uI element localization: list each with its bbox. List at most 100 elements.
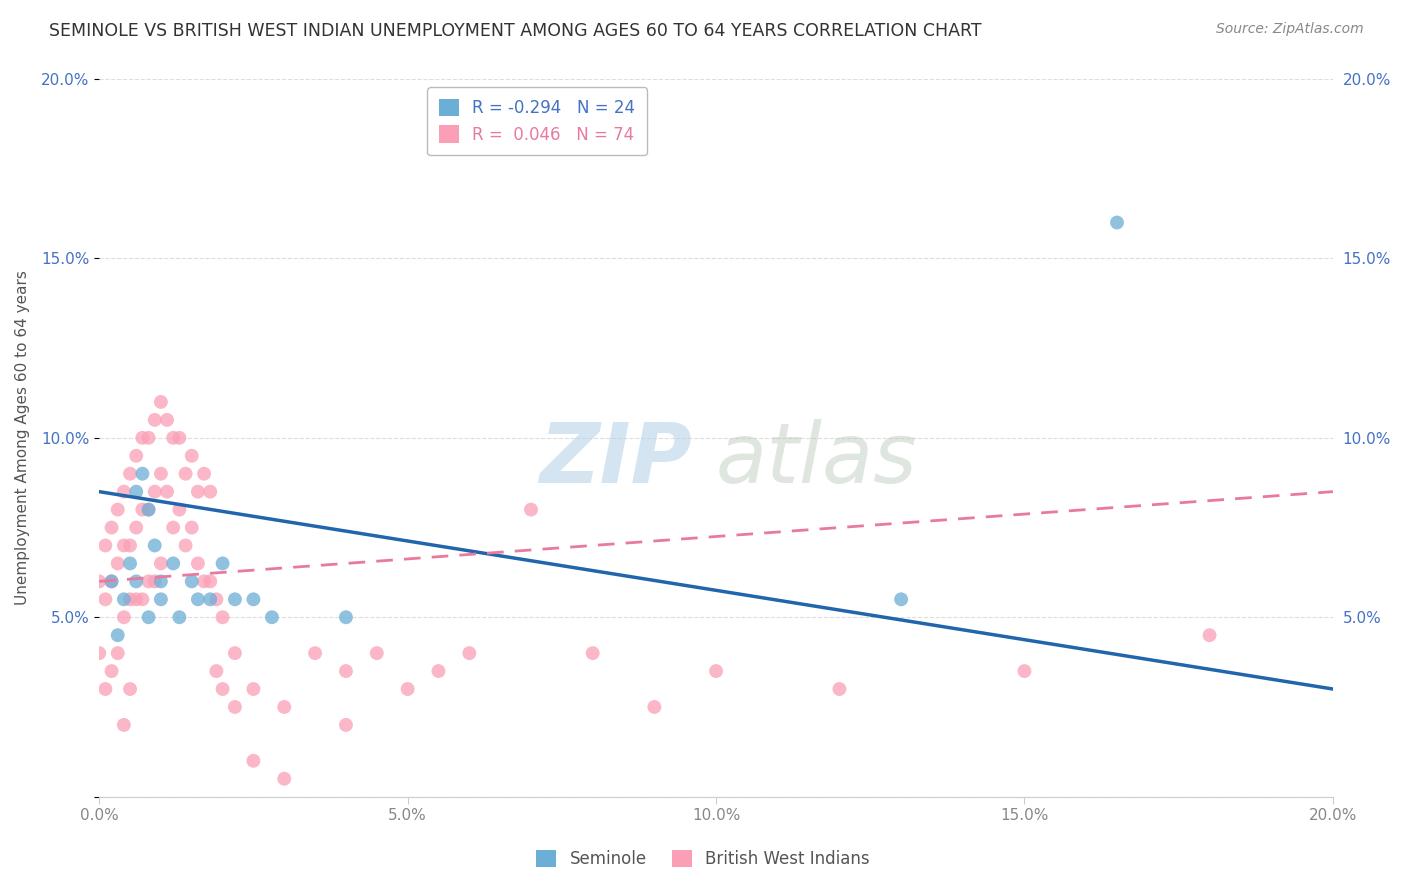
- Point: [890, 592, 912, 607]
- Point: [242, 592, 264, 607]
- Point: [107, 557, 129, 571]
- Point: [169, 502, 191, 516]
- Point: [273, 772, 295, 786]
- Point: [143, 413, 166, 427]
- Point: [180, 574, 202, 589]
- Point: [138, 431, 160, 445]
- Point: [107, 628, 129, 642]
- Point: [112, 718, 135, 732]
- Point: [156, 413, 179, 427]
- Point: [643, 700, 665, 714]
- Point: [205, 664, 228, 678]
- Point: [242, 754, 264, 768]
- Point: [187, 484, 209, 499]
- Point: [118, 681, 141, 696]
- Point: [458, 646, 481, 660]
- Point: [149, 395, 172, 409]
- Point: [211, 557, 233, 571]
- Point: [193, 574, 215, 589]
- Point: [143, 539, 166, 553]
- Point: [162, 431, 184, 445]
- Point: [169, 610, 191, 624]
- Point: [94, 592, 117, 607]
- Point: [125, 449, 148, 463]
- Point: [520, 502, 543, 516]
- Legend: Seminole, British West Indians: Seminole, British West Indians: [530, 843, 876, 875]
- Point: [89, 646, 111, 660]
- Point: [100, 664, 122, 678]
- Point: [112, 539, 135, 553]
- Point: [224, 700, 246, 714]
- Point: [94, 539, 117, 553]
- Point: [396, 681, 419, 696]
- Point: [138, 502, 160, 516]
- Point: [169, 431, 191, 445]
- Point: [180, 449, 202, 463]
- Point: [224, 646, 246, 660]
- Text: Source: ZipAtlas.com: Source: ZipAtlas.com: [1216, 22, 1364, 37]
- Point: [112, 484, 135, 499]
- Point: [138, 502, 160, 516]
- Point: [273, 700, 295, 714]
- Point: [89, 574, 111, 589]
- Point: [211, 610, 233, 624]
- Point: [187, 557, 209, 571]
- Text: ZIP: ZIP: [538, 419, 692, 500]
- Point: [149, 574, 172, 589]
- Text: atlas: atlas: [716, 419, 918, 500]
- Point: [162, 520, 184, 534]
- Point: [200, 484, 222, 499]
- Point: [125, 520, 148, 534]
- Point: [1198, 628, 1220, 642]
- Point: [131, 431, 153, 445]
- Point: [149, 592, 172, 607]
- Point: [156, 484, 179, 499]
- Point: [125, 592, 148, 607]
- Y-axis label: Unemployment Among Ages 60 to 64 years: Unemployment Among Ages 60 to 64 years: [15, 270, 30, 606]
- Point: [187, 592, 209, 607]
- Point: [138, 610, 160, 624]
- Point: [200, 592, 222, 607]
- Point: [131, 592, 153, 607]
- Text: SEMINOLE VS BRITISH WEST INDIAN UNEMPLOYMENT AMONG AGES 60 TO 64 YEARS CORRELATI: SEMINOLE VS BRITISH WEST INDIAN UNEMPLOY…: [49, 22, 981, 40]
- Point: [125, 574, 148, 589]
- Point: [118, 467, 141, 481]
- Point: [427, 664, 450, 678]
- Point: [335, 718, 357, 732]
- Point: [131, 467, 153, 481]
- Point: [118, 592, 141, 607]
- Point: [211, 681, 233, 696]
- Point: [131, 502, 153, 516]
- Point: [118, 539, 141, 553]
- Legend: R = -0.294   N = 24, R =  0.046   N = 74: R = -0.294 N = 24, R = 0.046 N = 74: [427, 87, 647, 155]
- Point: [149, 557, 172, 571]
- Point: [180, 520, 202, 534]
- Point: [1014, 664, 1036, 678]
- Point: [100, 574, 122, 589]
- Point: [335, 664, 357, 678]
- Point: [174, 467, 197, 481]
- Point: [118, 557, 141, 571]
- Point: [704, 664, 727, 678]
- Point: [125, 484, 148, 499]
- Point: [205, 592, 228, 607]
- Point: [107, 502, 129, 516]
- Point: [242, 681, 264, 696]
- Point: [200, 574, 222, 589]
- Point: [174, 539, 197, 553]
- Point: [107, 646, 129, 660]
- Point: [143, 574, 166, 589]
- Point: [582, 646, 605, 660]
- Point: [94, 681, 117, 696]
- Point: [149, 467, 172, 481]
- Point: [335, 610, 357, 624]
- Point: [100, 520, 122, 534]
- Point: [100, 574, 122, 589]
- Point: [162, 557, 184, 571]
- Point: [193, 467, 215, 481]
- Point: [260, 610, 283, 624]
- Point: [304, 646, 326, 660]
- Point: [112, 610, 135, 624]
- Point: [366, 646, 388, 660]
- Point: [828, 681, 851, 696]
